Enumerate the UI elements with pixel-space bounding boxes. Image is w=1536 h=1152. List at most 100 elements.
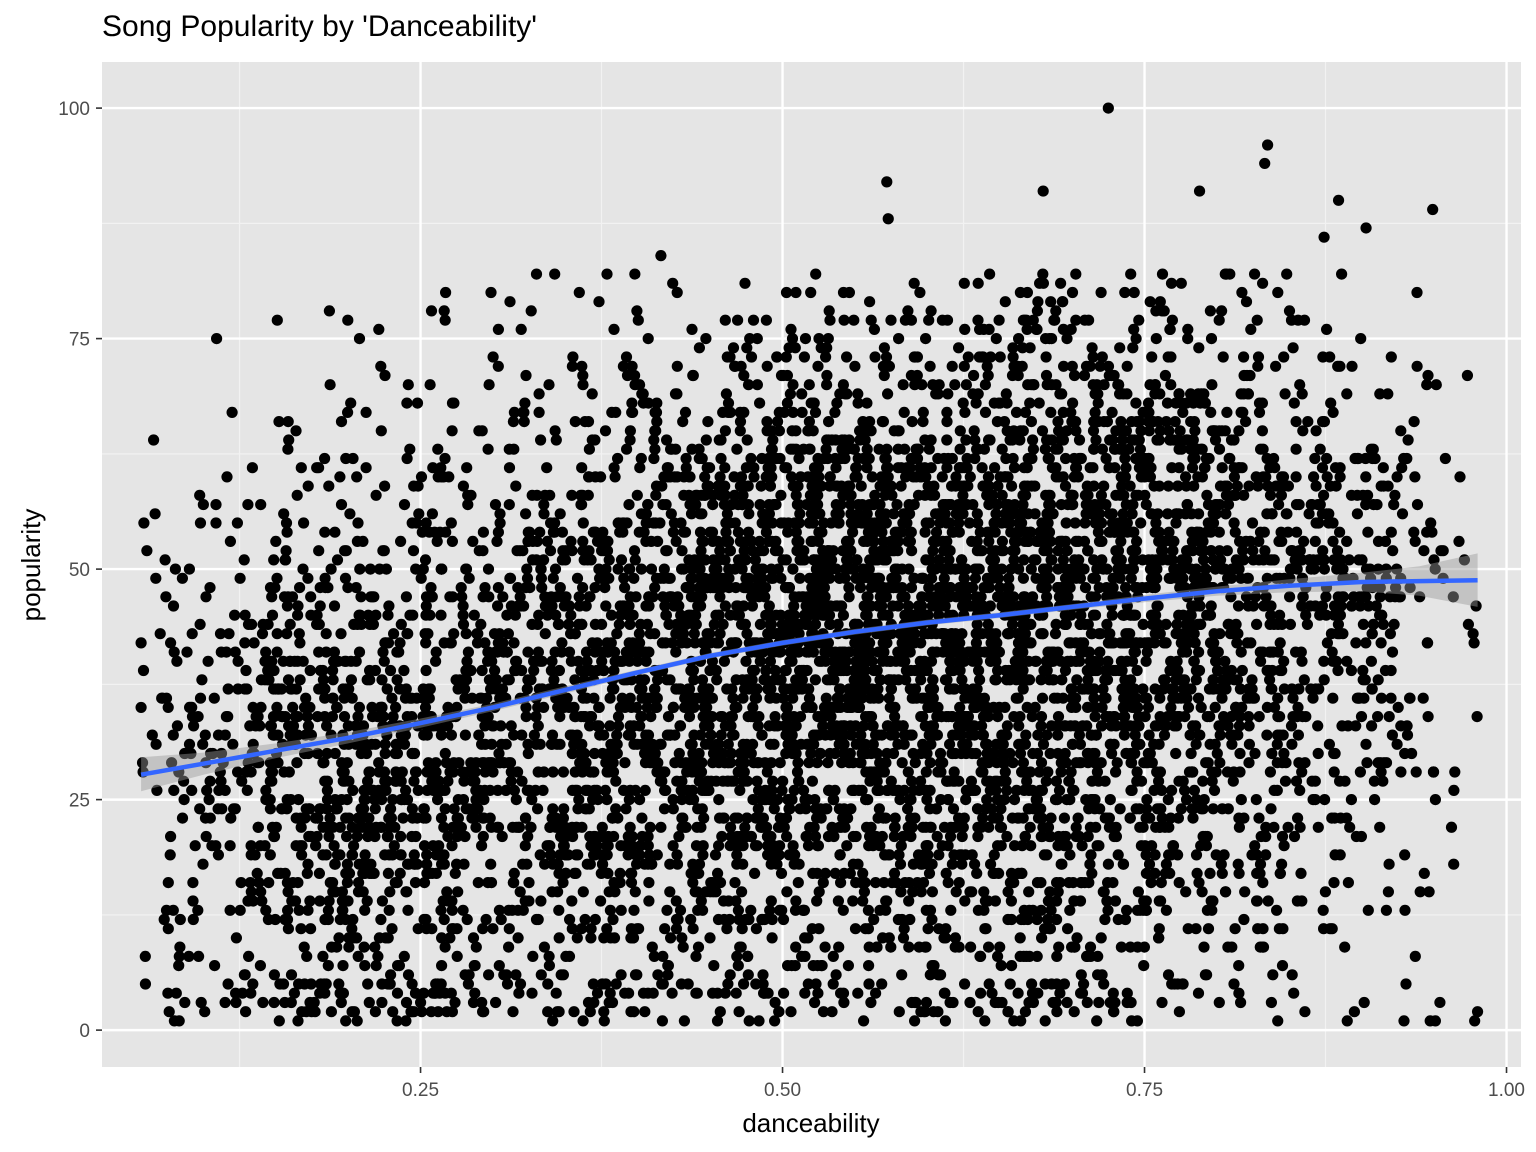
data-point (946, 452, 958, 465)
data-point (1158, 637, 1170, 649)
data-point (752, 563, 764, 575)
data-point (1078, 535, 1091, 548)
data-point (722, 517, 735, 529)
data-point (832, 895, 845, 907)
data-point (1114, 554, 1127, 566)
data-point (954, 701, 966, 714)
data-point (270, 535, 282, 548)
data-point (939, 1015, 952, 1027)
data-point (849, 360, 861, 372)
data-point (718, 812, 730, 824)
data-point (620, 351, 633, 363)
data-point (810, 563, 823, 575)
data-point (1125, 572, 1137, 584)
data-point (807, 517, 819, 529)
data-point (820, 351, 832, 363)
data-point (837, 609, 850, 621)
data-point (1099, 674, 1111, 686)
data-point (687, 923, 699, 935)
data-point (1186, 462, 1199, 474)
data-point (861, 508, 873, 520)
data-point (719, 489, 731, 501)
data-point (843, 286, 856, 299)
data-point (1095, 932, 1107, 944)
data-point (1284, 618, 1296, 631)
data-point (794, 572, 806, 584)
data-point (1057, 471, 1069, 483)
data-point (1162, 794, 1174, 806)
data-point (1039, 443, 1051, 455)
data-point (801, 499, 813, 511)
data-point (814, 747, 826, 760)
data-point (1130, 397, 1142, 409)
data-point (844, 747, 856, 760)
data-point (1122, 628, 1134, 640)
data-point (952, 646, 964, 658)
data-point (626, 406, 638, 418)
data-point (1062, 923, 1074, 935)
data-point (1119, 286, 1131, 299)
data-point (866, 471, 878, 483)
data-point (863, 711, 875, 723)
data-point (791, 535, 803, 548)
data-point (707, 987, 719, 999)
data-point (673, 747, 685, 760)
data-point (960, 794, 972, 806)
data-point (1018, 591, 1030, 603)
data-point (1044, 886, 1056, 898)
data-point (950, 886, 962, 898)
data-point (1017, 489, 1029, 501)
data-point (721, 351, 733, 363)
data-point (565, 628, 577, 640)
data-point (714, 1006, 726, 1018)
data-point (919, 489, 931, 501)
data-point (1153, 434, 1165, 446)
data-point (1429, 794, 1441, 806)
data-point (1105, 720, 1117, 732)
data-point (691, 987, 703, 999)
data-point (630, 591, 642, 603)
data-point (937, 499, 949, 511)
data-point (880, 351, 893, 363)
data-point (876, 545, 888, 557)
data-point (138, 517, 150, 529)
data-point (1375, 637, 1387, 649)
data-point (526, 489, 538, 501)
data-point (1236, 462, 1248, 474)
data-point (503, 462, 516, 474)
data-point (1176, 554, 1188, 566)
data-point (941, 416, 953, 428)
data-point (1041, 664, 1053, 677)
data-point (556, 646, 568, 658)
data-point (893, 333, 905, 345)
data-point (992, 480, 1004, 492)
data-point (721, 508, 734, 520)
data-point (1154, 388, 1166, 400)
data-point (682, 978, 694, 990)
data-point (725, 830, 738, 843)
data-point (1055, 535, 1068, 548)
data-point (735, 618, 748, 631)
data-point (889, 711, 901, 723)
data-point (861, 462, 873, 474)
data-point (535, 969, 547, 981)
data-point (1086, 867, 1098, 880)
data-point (954, 462, 966, 474)
data-point (1074, 572, 1086, 584)
data-point (566, 923, 578, 935)
data-point (988, 517, 1001, 529)
data-point (674, 720, 686, 732)
data-point (1036, 517, 1048, 529)
data-point (631, 489, 643, 501)
data-point (1074, 452, 1086, 465)
data-point (824, 618, 837, 631)
data-point (876, 416, 889, 428)
data-point (1235, 794, 1247, 806)
data-point (1053, 425, 1065, 437)
data-point (677, 941, 689, 953)
data-point (313, 545, 325, 557)
data-point (479, 738, 491, 750)
data-point (1017, 757, 1029, 769)
data-point (1035, 830, 1047, 843)
data-point (475, 618, 487, 631)
